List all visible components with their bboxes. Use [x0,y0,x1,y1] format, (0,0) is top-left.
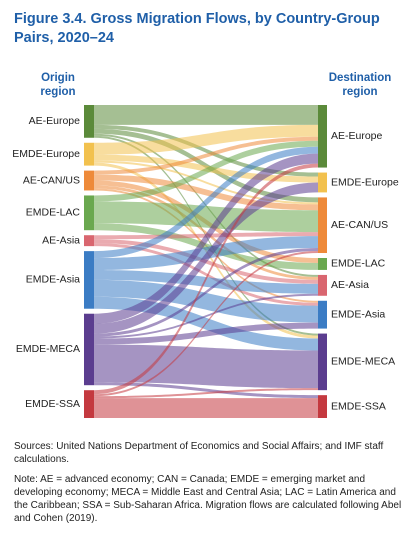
sources: Sources: United Nations Department of Ec… [14,441,384,465]
flow [94,201,318,233]
destination-label: EMDE-LAC [331,258,386,270]
origin-header: Origin region [40,72,75,98]
destination-node [318,300,327,329]
links [94,105,318,418]
destination-node [318,333,327,391]
origin-node [84,235,94,247]
flow [94,248,318,337]
flow [94,223,318,270]
origin-node [84,390,94,418]
destination-label: EMDE-Asia [331,308,385,320]
flow [94,279,318,323]
flow [94,105,318,125]
flow [94,185,318,280]
destination-label: EMDE-SSA [331,400,386,412]
destination-label: AE-Europe [331,130,383,142]
origin-node [84,170,94,191]
origin-node [84,142,94,166]
destination-node [318,274,327,296]
origin-node [84,251,94,309]
destination-label: EMDE-MECA [331,356,395,368]
flow [94,398,318,418]
flow [94,322,318,345]
flow [94,136,318,175]
chart: Origin region Destination region AE-Europe… [12,72,399,418]
chart-title: Figure 3.4. Gross Migration Flows, by Co… [14,11,380,46]
destination-node [318,105,327,168]
flow [94,160,318,205]
origin-label: AE-Asia [42,234,80,246]
flow [94,163,318,395]
flow [94,124,318,155]
origin-label: AE-Europe [29,115,81,127]
note: Note: AE = advanced economy; CAN = Canad… [14,474,402,524]
origin-node [84,313,94,386]
origin-label: EMDE-LAC [26,207,81,219]
origin-label: EMDE-Europe [12,148,80,160]
origin-node [84,195,94,231]
origin-label: EMDE-MECA [16,343,80,355]
flow [94,382,318,399]
flow [94,344,318,389]
flow [94,146,318,259]
destination-node [318,172,327,193]
destination-label: AE-CAN/US [331,219,388,231]
flow [94,251,318,397]
origin-label: EMDE-Asia [26,274,80,286]
flow [94,243,318,306]
flow [94,153,318,324]
flow [94,269,318,294]
flow [94,182,318,334]
destination-label: AE-Asia [331,279,369,291]
origin-label: AE-CAN/US [23,174,80,186]
destination-header: Destination region [329,72,392,98]
destination-node [318,258,327,270]
origin-node [84,105,94,138]
flow [94,140,318,202]
origin-label: EMDE-SSA [25,398,80,410]
destination-label: EMDE-Europe [331,176,399,188]
flow [94,388,318,399]
destination-node [318,197,327,254]
flow [94,124,318,177]
flow [94,293,318,339]
destination-node [318,395,327,418]
